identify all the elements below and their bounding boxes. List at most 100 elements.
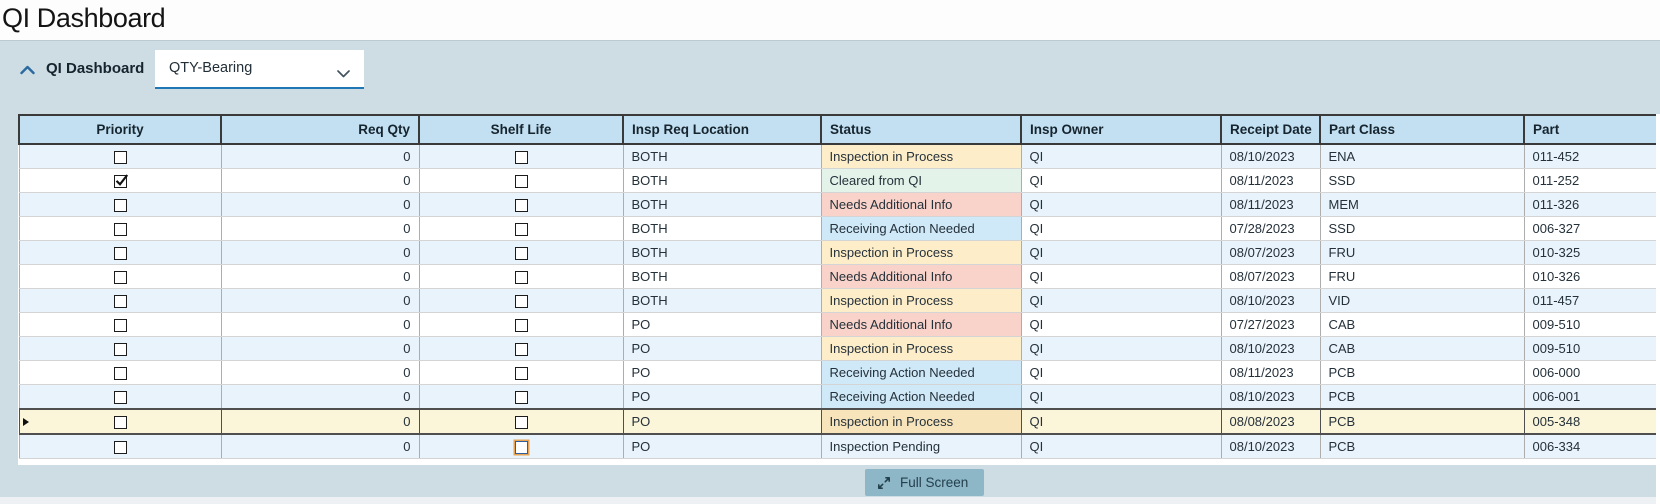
cell-shelf_life xyxy=(418,264,624,289)
cell-receipt_date: 08/08/2023 xyxy=(1220,408,1321,435)
cell-part_class: MEM xyxy=(1319,192,1525,217)
column-header-insp_req_location[interactable]: Insp Req Location xyxy=(622,114,822,145)
column-header-insp_owner[interactable]: Insp Owner xyxy=(1020,114,1222,145)
status-badge: Receiving Action Needed xyxy=(820,360,1022,385)
status-badge: Inspection in Process xyxy=(820,240,1022,265)
cell-shelf_life xyxy=(418,288,624,313)
shelf-life-checkbox[interactable] xyxy=(514,175,528,189)
shelf-life-checkbox[interactable] xyxy=(514,247,528,261)
cell-receipt_date: 08/11/2023 xyxy=(1220,192,1321,217)
table-row[interactable]: 0 PO Inspection in Process QI 08/08/2023 PCB 0… xyxy=(18,408,1658,435)
cell-part: 005-348 xyxy=(1523,408,1658,435)
table-row[interactable]: 0 PO Needs Additional Info QI 07/27/2023 CAB 0… xyxy=(18,312,1658,337)
priority-checkbox[interactable] xyxy=(113,295,127,309)
column-header-receipt_date[interactable]: Receipt Date xyxy=(1220,114,1321,145)
cell-receipt_date: 08/11/2023 xyxy=(1220,360,1321,385)
cell-priority xyxy=(18,408,222,435)
cell-part: 011-457 xyxy=(1523,288,1658,313)
cell-receipt_date: 08/10/2023 xyxy=(1220,336,1321,361)
cell-shelf_life xyxy=(418,433,624,459)
cell-priority xyxy=(18,240,222,265)
cell-insp_req_location: PO xyxy=(622,408,822,435)
cell-req_qty: 0 xyxy=(220,168,420,193)
priority-checkbox[interactable] xyxy=(113,223,127,237)
cell-req_qty: 0 xyxy=(220,288,420,313)
selected-row-marker xyxy=(22,417,29,426)
column-header-req_qty[interactable]: Req Qty xyxy=(220,114,420,145)
panel-collapse-button[interactable] xyxy=(19,63,35,77)
shelf-life-checkbox[interactable] xyxy=(514,199,528,213)
priority-checkbox[interactable] xyxy=(113,151,127,165)
shelf-life-checkbox[interactable] xyxy=(514,151,528,165)
priority-checkbox[interactable] xyxy=(113,343,127,357)
table-row[interactable]: 0 BOTH Inspection in Process QI 08/10/2023 VI… xyxy=(18,288,1658,313)
cell-shelf_life xyxy=(418,143,624,169)
table-header: Priority Req Qty Shelf Life Insp Req Locati… xyxy=(18,114,1658,145)
shelf-life-checkbox[interactable] xyxy=(514,223,528,237)
cell-part_class: CAB xyxy=(1319,312,1525,337)
cell-insp_owner: QI xyxy=(1020,433,1222,459)
priority-checkbox[interactable] xyxy=(113,367,127,381)
priority-checkbox[interactable] xyxy=(113,441,127,455)
cell-req_qty: 0 xyxy=(220,336,420,361)
view-select-dropdown[interactable]: QTY-Bearing xyxy=(155,50,364,89)
cell-part_class: PCB xyxy=(1319,433,1525,459)
cell-shelf_life xyxy=(418,384,624,410)
cell-receipt_date: 08/10/2023 xyxy=(1220,433,1321,459)
cell-insp_req_location: BOTH xyxy=(622,192,822,217)
status-badge: Inspection in Process xyxy=(820,143,1022,169)
shelf-life-checkbox[interactable] xyxy=(514,319,528,333)
shelf-life-checkbox[interactable] xyxy=(514,416,528,430)
cell-insp_req_location: PO xyxy=(622,433,822,459)
shelf-life-checkbox[interactable] xyxy=(514,343,528,357)
cell-receipt_date: 08/10/2023 xyxy=(1220,384,1321,410)
table-row[interactable]: 0 PO Receiving Action Needed QI 08/10/2023 PC… xyxy=(18,384,1658,410)
table-row[interactable]: 0 BOTH Inspection in Process QI 08/10/2023 EN… xyxy=(18,143,1658,169)
table-row[interactable]: 0 BOTH Receiving Action Needed QI 07/28/2023… xyxy=(18,216,1658,241)
cell-insp_req_location: BOTH xyxy=(622,264,822,289)
cell-req_qty: 0 xyxy=(220,384,420,410)
column-header-status[interactable]: Status xyxy=(820,114,1022,145)
cell-req_qty: 0 xyxy=(220,408,420,435)
priority-checkbox[interactable] xyxy=(113,199,127,213)
shelf-life-checkbox[interactable] xyxy=(514,367,528,381)
shelf-life-checkbox[interactable] xyxy=(514,391,528,405)
cell-part_class: PCB xyxy=(1319,360,1525,385)
priority-checkbox[interactable] xyxy=(113,319,127,333)
column-header-part_class[interactable]: Part Class xyxy=(1319,114,1525,145)
cell-insp_owner: QI xyxy=(1020,360,1222,385)
cell-insp_req_location: PO xyxy=(622,336,822,361)
table-row[interactable]: 0 PO Inspection Pending QI 08/10/2023 PCB 006-… xyxy=(18,433,1658,459)
priority-checkbox[interactable] xyxy=(113,271,127,285)
cell-req_qty: 0 xyxy=(220,433,420,459)
cell-insp_owner: QI xyxy=(1020,288,1222,313)
table-row[interactable]: 0 PO Inspection in Process QI 08/10/2023 CAB 0… xyxy=(18,336,1658,361)
cell-part_class: CAB xyxy=(1319,336,1525,361)
table-row[interactable]: 0 BOTH Inspection in Process QI 08/07/2023 FR… xyxy=(18,240,1658,265)
cell-insp_owner: QI xyxy=(1020,216,1222,241)
cell-part: 010-325 xyxy=(1523,240,1658,265)
cell-shelf_life xyxy=(418,408,624,435)
table-row[interactable]: 0 BOTH Needs Additional Info QI 08/07/2023 FR… xyxy=(18,264,1658,289)
table-row[interactable]: 0 BOTH Needs Additional Info QI 08/11/2023 ME… xyxy=(18,192,1658,217)
priority-checkbox[interactable] xyxy=(113,416,127,430)
cell-priority xyxy=(18,360,222,385)
priority-checkbox[interactable] xyxy=(113,174,128,189)
column-header-shelf_life[interactable]: Shelf Life xyxy=(418,114,624,145)
page-title-bar: QI Dashboard xyxy=(0,0,1660,40)
cell-part: 006-327 xyxy=(1523,216,1658,241)
column-header-priority[interactable]: Priority xyxy=(18,114,222,145)
table-row[interactable]: 0 BOTH Cleared from QI QI 08/11/2023 SSD 011-2… xyxy=(18,168,1658,193)
table-row[interactable]: 0 PO Receiving Action Needed QI 08/11/2023 PC… xyxy=(18,360,1658,385)
shelf-life-checkbox[interactable] xyxy=(514,441,528,455)
column-header-part[interactable]: Part xyxy=(1523,114,1658,145)
full-screen-button[interactable]: Full Screen xyxy=(865,469,985,496)
shelf-life-checkbox[interactable] xyxy=(514,271,528,285)
priority-checkbox[interactable] xyxy=(113,247,127,261)
cell-shelf_life xyxy=(418,360,624,385)
cell-req_qty: 0 xyxy=(220,264,420,289)
shelf-life-checkbox[interactable] xyxy=(514,295,528,309)
chevron-down-icon xyxy=(337,66,350,81)
priority-checkbox[interactable] xyxy=(113,391,127,405)
status-badge: Inspection in Process xyxy=(820,336,1022,361)
